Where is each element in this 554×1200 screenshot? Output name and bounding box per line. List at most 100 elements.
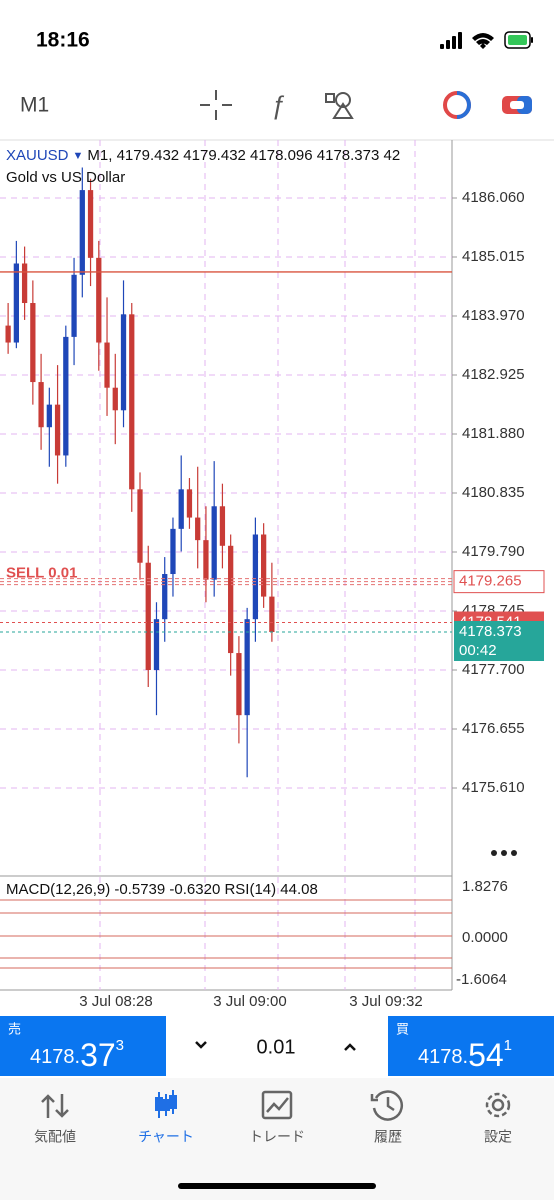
tab-label[interactable]: 設定 bbox=[484, 1129, 512, 1145]
tab-settings-icon[interactable] bbox=[485, 1092, 511, 1118]
volume-down[interactable] bbox=[195, 1041, 207, 1049]
sell-price: 4178.373 bbox=[30, 1037, 124, 1073]
price-tick-label: 4182.925 bbox=[462, 366, 525, 383]
sell-label: 売 bbox=[8, 1021, 21, 1036]
candle-body bbox=[145, 562, 151, 670]
price-tick-label: 4175.610 bbox=[462, 779, 525, 796]
trade-icon[interactable] bbox=[502, 96, 532, 114]
candle-body bbox=[137, 489, 143, 563]
buy-price: 4178.541 bbox=[418, 1037, 512, 1073]
indicator-tick: 0.0000 bbox=[462, 929, 508, 946]
volume-up[interactable] bbox=[344, 1043, 356, 1051]
sell-price-big: 37 bbox=[80, 1037, 116, 1073]
candle-body bbox=[21, 263, 28, 304]
price-tick-label: 4180.835 bbox=[462, 484, 525, 501]
chart-subtitle: Gold vs US Dollar bbox=[6, 169, 125, 186]
timeframe[interactable]: M1 bbox=[20, 94, 49, 117]
crosshair-icon[interactable] bbox=[200, 90, 232, 120]
candle-body bbox=[63, 336, 69, 456]
buy-price-big: 54 bbox=[468, 1037, 504, 1073]
indicator-tick: 1.8276 bbox=[462, 878, 508, 895]
clock-icon[interactable] bbox=[443, 91, 471, 119]
candle-body bbox=[170, 528, 176, 575]
objects-icon[interactable] bbox=[325, 92, 354, 119]
status-icons bbox=[440, 31, 533, 49]
price-tick-label: 4176.655 bbox=[462, 720, 525, 737]
indicator-levels bbox=[0, 899, 452, 969]
price-tick-label: 4177.700 bbox=[462, 661, 525, 678]
candle-body bbox=[228, 545, 234, 654]
candle-body bbox=[236, 653, 242, 716]
horizontal-grid: 4186.060 4185.015 4183.970 4182.925 4181.880… bbox=[0, 189, 525, 796]
sell-order-label: 4179.265 bbox=[459, 573, 522, 590]
tab-label[interactable]: トレード bbox=[249, 1129, 305, 1145]
tab-trade-icon[interactable] bbox=[261, 1090, 293, 1120]
indicator-text: MACD(12,26,9) -0.5739 -0.6320 RSI(14) 44… bbox=[6, 881, 318, 898]
vertical-grid bbox=[99, 140, 416, 990]
candle-body bbox=[211, 506, 217, 580]
bid-label: 4178.373 bbox=[459, 623, 522, 640]
bid-box bbox=[454, 621, 544, 662]
candle-body bbox=[30, 303, 36, 383]
candle-body bbox=[71, 274, 77, 337]
candles bbox=[5, 167, 275, 778]
candle-body bbox=[46, 404, 52, 428]
time-label: 3 Jul 09:00 bbox=[213, 993, 286, 1010]
candle-body bbox=[219, 506, 226, 546]
time-label: 3 Jul 08:28 bbox=[79, 993, 152, 1010]
candle-body bbox=[129, 314, 135, 490]
candle-body bbox=[244, 619, 250, 716]
indicator-icon[interactable]: ƒ bbox=[271, 90, 285, 120]
tab-quotes-icon[interactable] bbox=[41, 1094, 69, 1118]
candle-body bbox=[186, 489, 193, 518]
candle-body bbox=[13, 263, 20, 343]
indicator-tick: -1.6064 bbox=[456, 971, 507, 988]
candle-body bbox=[87, 190, 94, 258]
tab-history-icon[interactable] bbox=[370, 1090, 403, 1121]
tab-bar bbox=[0, 1078, 554, 1200]
buy-button[interactable] bbox=[388, 1016, 554, 1076]
candle-body bbox=[203, 540, 209, 580]
ohlc-values: M1, 4179.432 4179.432 4178.096 4178.373 … bbox=[87, 147, 400, 164]
status-time: 18:16 bbox=[36, 29, 90, 52]
candle-body bbox=[104, 342, 110, 388]
candle-body bbox=[178, 489, 184, 529]
price-tick-label: 4185.015 bbox=[462, 248, 525, 265]
more-dots[interactable] bbox=[491, 850, 517, 856]
candle-body bbox=[120, 314, 127, 411]
candle-body bbox=[96, 257, 102, 343]
price-tick-label: 4181.880 bbox=[462, 425, 525, 442]
symbol[interactable]: XAUUSD bbox=[6, 147, 69, 164]
tab-label[interactable]: 気配値 bbox=[34, 1129, 76, 1145]
sell-order-text: SELL 0.01 bbox=[6, 565, 77, 582]
price-tick-label: 4186.060 bbox=[462, 189, 525, 206]
buy-price-head: 4178. bbox=[418, 1046, 468, 1068]
candle-body bbox=[153, 619, 160, 670]
tab-label[interactable]: チャート bbox=[138, 1129, 194, 1145]
symbol-dropdown[interactable]: ▼ bbox=[73, 150, 84, 162]
candle-body bbox=[79, 190, 85, 275]
candle-body bbox=[195, 517, 201, 541]
buy-label: 買 bbox=[396, 1021, 409, 1036]
buy-price-sup: 1 bbox=[504, 1037, 512, 1054]
candle-body bbox=[112, 387, 118, 411]
sell-price-sup: 3 bbox=[116, 1037, 124, 1054]
candle-body bbox=[269, 596, 275, 633]
candle-body bbox=[54, 404, 61, 456]
sell-button[interactable] bbox=[0, 1016, 166, 1076]
candle-body bbox=[162, 574, 168, 620]
candle-body bbox=[260, 534, 267, 597]
tab-label[interactable]: 履歴 bbox=[374, 1129, 402, 1145]
volume[interactable]: 0.01 bbox=[257, 1036, 296, 1058]
candle-body bbox=[252, 534, 259, 620]
tabs: 気配値 チャート トレード 履歴 設定 bbox=[34, 1129, 512, 1145]
price-tick-label: 4183.970 bbox=[462, 307, 525, 324]
chart-header: XAUUSD ▼ M1, 4179.432 4179.432 4178.096 41… bbox=[6, 147, 400, 164]
price-tick-label: 4179.790 bbox=[462, 543, 525, 560]
tab-chart-icon[interactable] bbox=[155, 1090, 177, 1118]
sell-price-head: 4178. bbox=[30, 1046, 80, 1068]
